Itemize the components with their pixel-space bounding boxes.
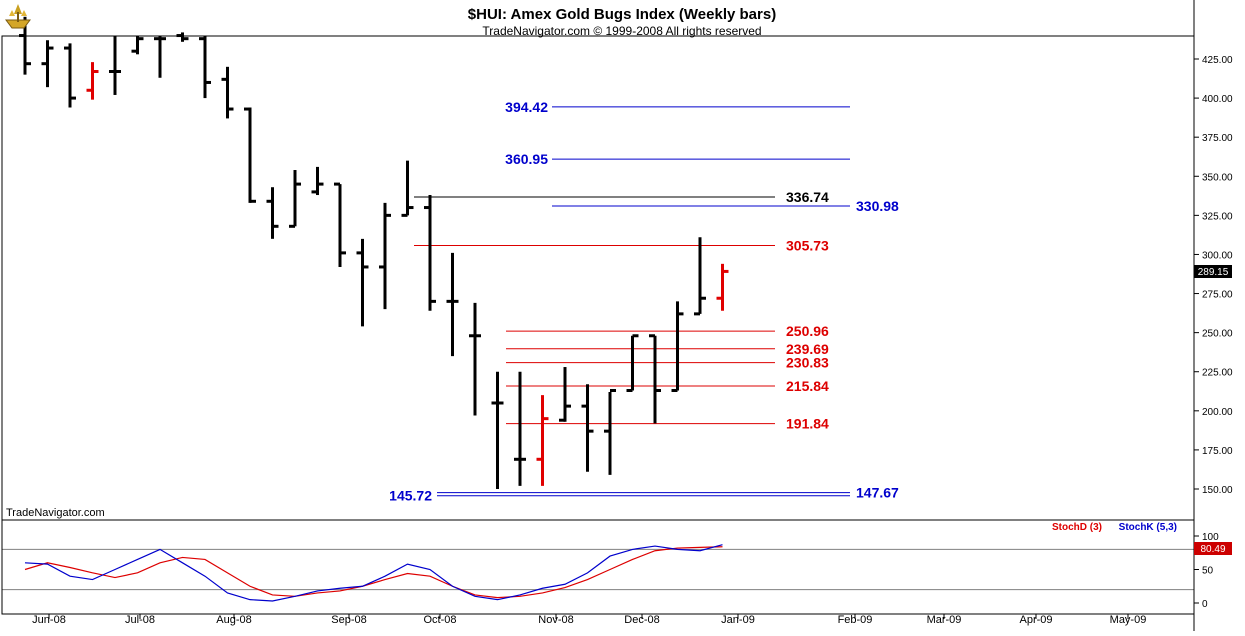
ohlc-bar [626,334,639,392]
y-tick-label: 425.00 [1202,55,1233,66]
ohlc-bar [379,202,391,310]
y-tick-label: 175.00 [1202,446,1233,457]
ohlc-bar [604,388,616,475]
x-tick-label: Jul-08 [125,614,155,626]
level-label-230-83: 230.83 [786,355,829,371]
ohlc-bar [716,263,729,311]
ohlc-bar [469,302,481,416]
ohlc-bar [514,371,526,486]
ohlc-bar [491,371,504,489]
ohlc-bar [109,35,121,95]
ohlc-bar [671,301,684,392]
chart-subtitle: TradeNavigator.com © 1999-2008 All right… [482,24,761,38]
stoch-last-box [1194,542,1232,555]
x-tick-label: Sep-08 [331,614,366,626]
ohlc-bar [536,395,549,486]
ohlc-bar [244,107,256,203]
level-label-215-84: 215.84 [786,378,829,394]
level-label-305-73: 305.73 [786,237,829,253]
x-tick-label: Jun-08 [32,614,66,626]
level-label-250-96: 250.96 [786,323,829,339]
x-tick-label: Apr-09 [1019,614,1052,626]
x-tick-label: Jan-09 [721,614,755,626]
tradenavigator-logo-icon [5,4,31,29]
level-label-145-72: 145.72 [389,488,432,504]
y-tick-label: 350.00 [1202,172,1233,183]
level-label-147-67: 147.67 [856,485,899,501]
x-tick-label: Feb-09 [838,614,873,626]
fib-levels-layer: 394.42 360.95 336.74 330.98 305.73 250.96 239.… [389,99,899,504]
last-price-box [1194,265,1232,278]
y-tick-label: 150.00 [1202,485,1233,496]
stoch-y-tick-label: 100 [1202,532,1219,543]
level-label-394-42: 394.42 [505,99,548,115]
last-price-label: 289.15 [1198,267,1229,278]
y-tick-label: 200.00 [1202,407,1233,418]
y-tick-label: 250.00 [1202,329,1233,340]
ohlc-bar [559,367,571,422]
ohlc-bar [266,187,279,239]
stoch-k-line [24,544,723,602]
ohlc-bars-layer [19,16,729,489]
level-label-330-98: 330.98 [856,198,899,214]
ohlc-bar [581,384,594,472]
ohlc-bar [131,35,144,55]
ohlc-bar [694,237,706,316]
ohlc-bar [334,182,346,267]
watermark-text: TradeNavigator.com [6,507,105,519]
legend-stoch-d: StochD (3) [1052,522,1102,533]
stochastic-layer [24,544,723,602]
x-tick-label: Dec-08 [624,614,659,626]
ohlc-bar [86,62,99,100]
ohlc-bar [649,334,661,424]
level-label-191-84: 191.84 [786,416,829,432]
stoch-last-label: 80.49 [1200,544,1225,555]
y-tick-label: 300.00 [1202,250,1233,261]
ohlc-bar [311,166,324,196]
y-tick-label: 375.00 [1202,133,1233,144]
ohlc-bar [446,252,459,357]
stoch-d-line [24,546,723,599]
stoch-y-tick-label: 50 [1202,566,1214,577]
level-label-336-74: 336.74 [786,189,829,205]
x-tick-label: Aug-08 [216,614,251,626]
ohlc-bar [41,40,54,88]
ohlc-bar [199,35,211,99]
ohlc-bar [289,170,301,228]
ohlc-bar [154,35,166,78]
grid-layer [2,548,1194,591]
ohlc-bar [401,160,414,217]
level-label-360-95: 360.95 [505,151,548,167]
ohlc-bar [424,195,436,311]
x-tick-label: Mar-09 [927,614,962,626]
ohlc-bar [64,43,76,108]
stoch-y-tick-label: 0 [1202,599,1208,610]
level-label-239-69: 239.69 [786,341,829,357]
y-tick-label: 225.00 [1202,368,1233,379]
y-tick-label: 325.00 [1202,211,1233,222]
legend-stoch-k: StochK (5,3) [1119,522,1177,533]
ohlc-bar [221,66,234,119]
ohlc-bar [356,238,369,327]
chart-title: $HUI: Amex Gold Bugs Index (Weekly bars) [468,6,776,23]
y-tick-label: 400.00 [1202,94,1233,105]
x-tick-label: Oct-08 [423,614,456,626]
y-tick-label: 275.00 [1202,290,1233,301]
x-tick-label: Nov-08 [538,614,573,626]
x-tick-label: May-09 [1110,614,1147,626]
